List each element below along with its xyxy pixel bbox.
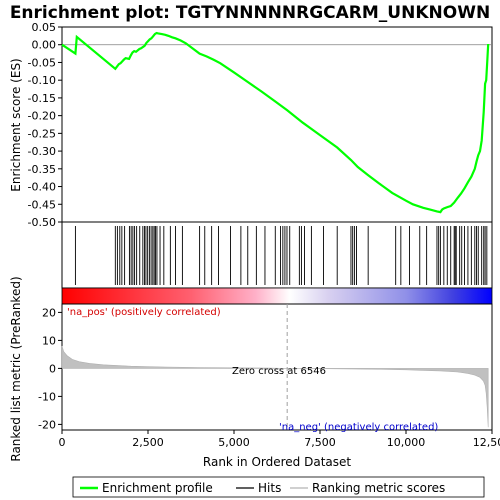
es-y-tick-label: 0.05 [32, 21, 57, 34]
es-y-tick-label: -0.40 [28, 181, 56, 194]
es-y-tick-label: -0.25 [28, 127, 56, 140]
metric-y-tick-label: 20 [42, 306, 56, 319]
rank-color-bar [61, 287, 493, 305]
x-tick-label: 0 [59, 436, 66, 449]
x-axis: 0 2,500 5,000 7,500 10,000 12,500 [59, 430, 500, 449]
es-y-tick-label: -0.30 [28, 145, 56, 158]
pos-correlated-label: 'na_pos' (positively correlated) [67, 307, 221, 318]
neg-correlated-label: 'na_neg' (negatively correlated) [279, 422, 438, 433]
legend: Enrichment profile Hits Ranking metric s… [72, 476, 485, 498]
hit-lines [74, 226, 488, 285]
es-y-tick-label: -0.10 [28, 74, 56, 87]
es-y-axis-label: Enrichment score (ES) [9, 58, 23, 191]
metric-y-tick-label: -20 [38, 418, 56, 431]
metric-y-axis-label: Ranked list metric (PreRanked) [9, 276, 23, 461]
es-y-tick-label: -0.15 [28, 92, 56, 105]
metric-y-tick-label: -10 [38, 390, 56, 403]
legend-metric-label: Ranking metric scores [312, 481, 445, 495]
x-tick-label: 5,000 [218, 436, 250, 449]
rank-gradient [62, 288, 492, 304]
es-plot-frame [61, 26, 493, 223]
metric-y-ticks: 20 10 0 -10 -20 [38, 306, 62, 431]
es-y-tick-label: -0.50 [28, 216, 56, 229]
es-y-tick-label: -0.20 [28, 110, 56, 123]
x-axis-label: Rank in Ordered Dataset [203, 455, 351, 469]
metric-panel: 20 10 0 -10 -20 'na_pos' (positively correla… [9, 276, 493, 462]
x-tick-label: 7,500 [304, 436, 336, 449]
es-y-tick-label: -0.45 [28, 198, 56, 211]
es-y-tick-label: -0.35 [28, 163, 56, 176]
es-panel: 0.05 0.00 -0.05 -0.10 -0.15 -0.20 -0.25 -0.30 -0… [9, 21, 493, 229]
metric-y-tick-label: 10 [42, 334, 56, 347]
zero-cross-label: Zero cross at 6546 [232, 366, 326, 377]
es-y-tick-label: -0.05 [28, 56, 56, 69]
enrichment-profile-line [61, 31, 490, 214]
metric-y-tick-label: 0 [49, 362, 56, 375]
x-tick-label: 2,500 [132, 436, 164, 449]
es-y-tick-label: 0.00 [32, 39, 57, 52]
ranking-metric-area [61, 345, 489, 428]
hits-panel [61, 221, 493, 289]
legend-enrichment-label: Enrichment profile [102, 481, 213, 495]
legend-box [72, 476, 485, 498]
es-y-ticks: 0.05 0.00 -0.05 -0.10 -0.15 -0.20 -0.25 -0.30 -0… [28, 21, 62, 229]
legend-hits-label: Hits [258, 481, 281, 495]
chart-title: Enrichment plot: TGTYNNNNNRGCARM_UNKNOWN [10, 3, 490, 23]
x-tick-label: 10,000 [387, 436, 426, 449]
hits-frame [61, 221, 493, 289]
x-tick-label: 12,500 [473, 436, 500, 449]
